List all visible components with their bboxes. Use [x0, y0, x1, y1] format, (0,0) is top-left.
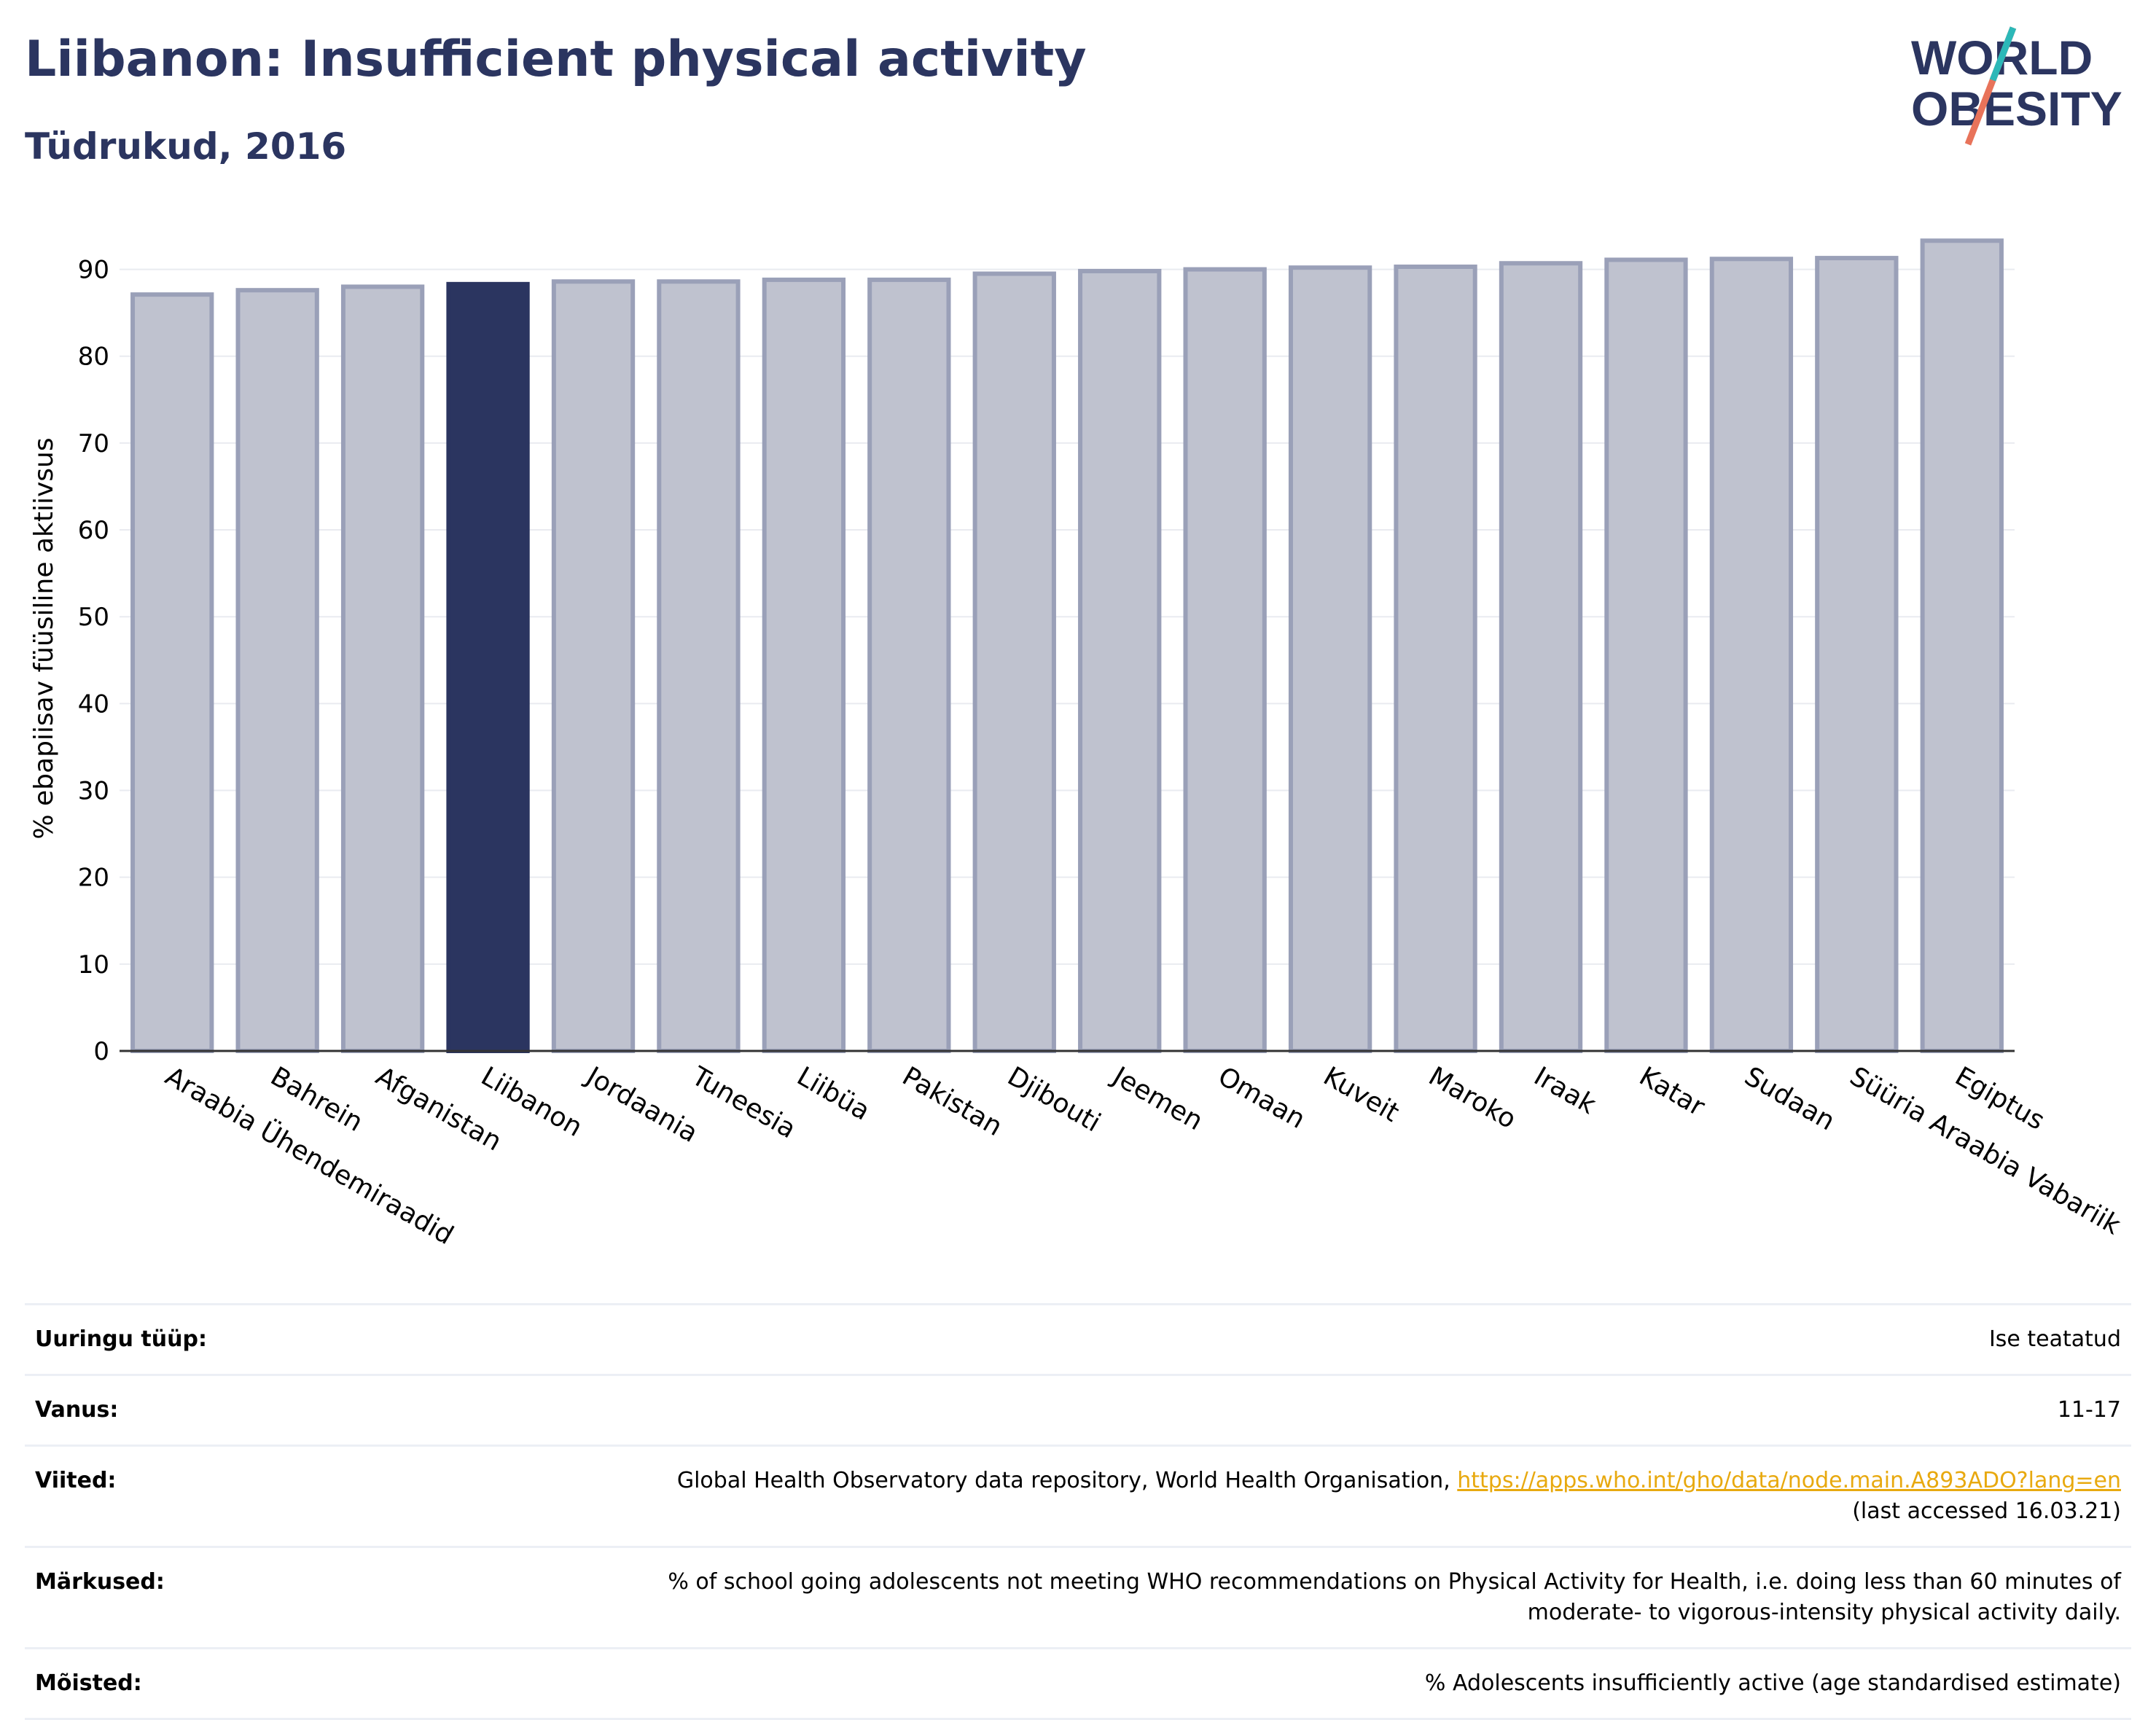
bar[interactable]	[867, 277, 951, 1053]
notes-value: % Adolescents insufficiently active (age…	[264, 1647, 2131, 1720]
notes-label: Märkused:	[25, 1546, 264, 1649]
y-tick-label: 40	[78, 689, 109, 719]
x-tick-label: Jordaania	[580, 1060, 703, 1149]
notes-table: Uuringu tüüp: Ise teatatud Vanus: 11-17 …	[25, 1303, 2131, 1720]
x-tick-label: Djibouti	[1002, 1061, 1105, 1138]
notes-row-survey-type: Uuringu tüüp: Ise teatatud	[25, 1303, 2131, 1375]
notes-value: 11-17	[264, 1374, 2131, 1446]
bar[interactable]	[972, 271, 1056, 1053]
x-tick-label: Tuneesia	[686, 1061, 801, 1145]
y-tick-label: 80	[78, 343, 109, 372]
notes-label: Uuringu tüüp:	[25, 1303, 264, 1375]
remarks-line-1: % of school going adolescents not meetin…	[668, 1569, 2121, 1595]
bar[interactable]	[1920, 238, 2004, 1054]
bar[interactable]	[1604, 257, 1688, 1054]
x-tick-label: Maroko	[1423, 1061, 1521, 1135]
x-tick-label: Omaan	[1213, 1061, 1310, 1135]
notes-label: Vanus:	[25, 1374, 264, 1446]
bar[interactable]	[762, 277, 846, 1053]
bar-chart: 0 10 20 30 40 50 60 70 80 90 Araabia Ühendemiraad…	[29, 238, 2125, 1251]
x-tick-label: Katar	[1634, 1061, 1710, 1122]
y-tick-labels: 0 10 20 30 40 50 60 70 80 90	[78, 256, 109, 1066]
bar[interactable]	[657, 279, 741, 1053]
y-tick-label: 30	[78, 777, 109, 806]
bar[interactable]	[130, 292, 214, 1053]
grid-lines	[120, 268, 2015, 965]
notes-row-remarks: Märkused: % of school going adolescents …	[25, 1546, 2131, 1649]
y-tick-label: 20	[78, 864, 109, 893]
world-obesity-logo: WORLD OBESITY	[1911, 26, 2122, 146]
y-tick-label: 70	[78, 429, 109, 458]
reference-text: Global Health Observatory data repositor…	[676, 1468, 1458, 1493]
x-tick-label: Jeemen	[1106, 1060, 1208, 1136]
x-tick-label: Iraak	[1529, 1061, 1601, 1120]
bar[interactable]	[1709, 257, 1794, 1053]
bar[interactable]	[1815, 256, 1899, 1054]
y-tick-label: 90	[78, 256, 109, 285]
x-tick-label: Sudaan	[1739, 1061, 1840, 1136]
notes-value: Ise teatatud	[264, 1303, 2131, 1375]
bar[interactable]	[446, 281, 530, 1053]
x-tick-label: Kuveit	[1319, 1061, 1405, 1128]
y-tick-label: 50	[78, 603, 109, 632]
bar[interactable]	[235, 288, 319, 1053]
y-axis-label: % ebapiisav füüsiline aktiivsus	[29, 437, 59, 839]
notes-row-age: Vanus: 11-17	[25, 1374, 2131, 1446]
y-tick-label: 0	[93, 1037, 109, 1066]
y-tick-label: 60	[78, 516, 109, 545]
notes-value: % of school going adolescents not meetin…	[264, 1546, 2131, 1649]
bar[interactable]	[340, 284, 425, 1054]
notes-label: Mõisted:	[25, 1647, 264, 1720]
notes-row-definitions: Mõisted: % Adolescents insufficiently ac…	[25, 1647, 2131, 1720]
notes-value: Global Health Observatory data repositor…	[264, 1445, 2131, 1547]
x-tick-label: Liibüa	[792, 1061, 875, 1126]
bar[interactable]	[1078, 268, 1162, 1053]
bar[interactable]	[1394, 265, 1477, 1054]
bar[interactable]	[1183, 267, 1267, 1053]
bar[interactable]	[1288, 265, 1372, 1053]
bar[interactable]	[1499, 261, 1583, 1053]
remarks-line-2: moderate- to vigorous-intensity physical…	[1527, 1600, 2121, 1625]
y-tick-label: 10	[78, 950, 109, 980]
svg-text:OBESITY: OBESITY	[1911, 82, 2122, 136]
bars	[130, 238, 2004, 1054]
bar[interactable]	[551, 279, 636, 1053]
x-tick-label: Pakistan	[897, 1061, 1007, 1142]
notes-label: Viited:	[25, 1445, 264, 1547]
reference-accessed: (last accessed 16.03.21)	[1852, 1498, 2121, 1524]
page-subtitle: Tüdrukud, 2016	[25, 125, 347, 168]
reference-link[interactable]: https://apps.who.int/gho/data/node.main.…	[1457, 1468, 2121, 1493]
notes-row-references: Viited: Global Health Observatory data r…	[25, 1445, 2131, 1547]
page-title: Liibanon: Insufficient physical activity	[25, 31, 1087, 88]
